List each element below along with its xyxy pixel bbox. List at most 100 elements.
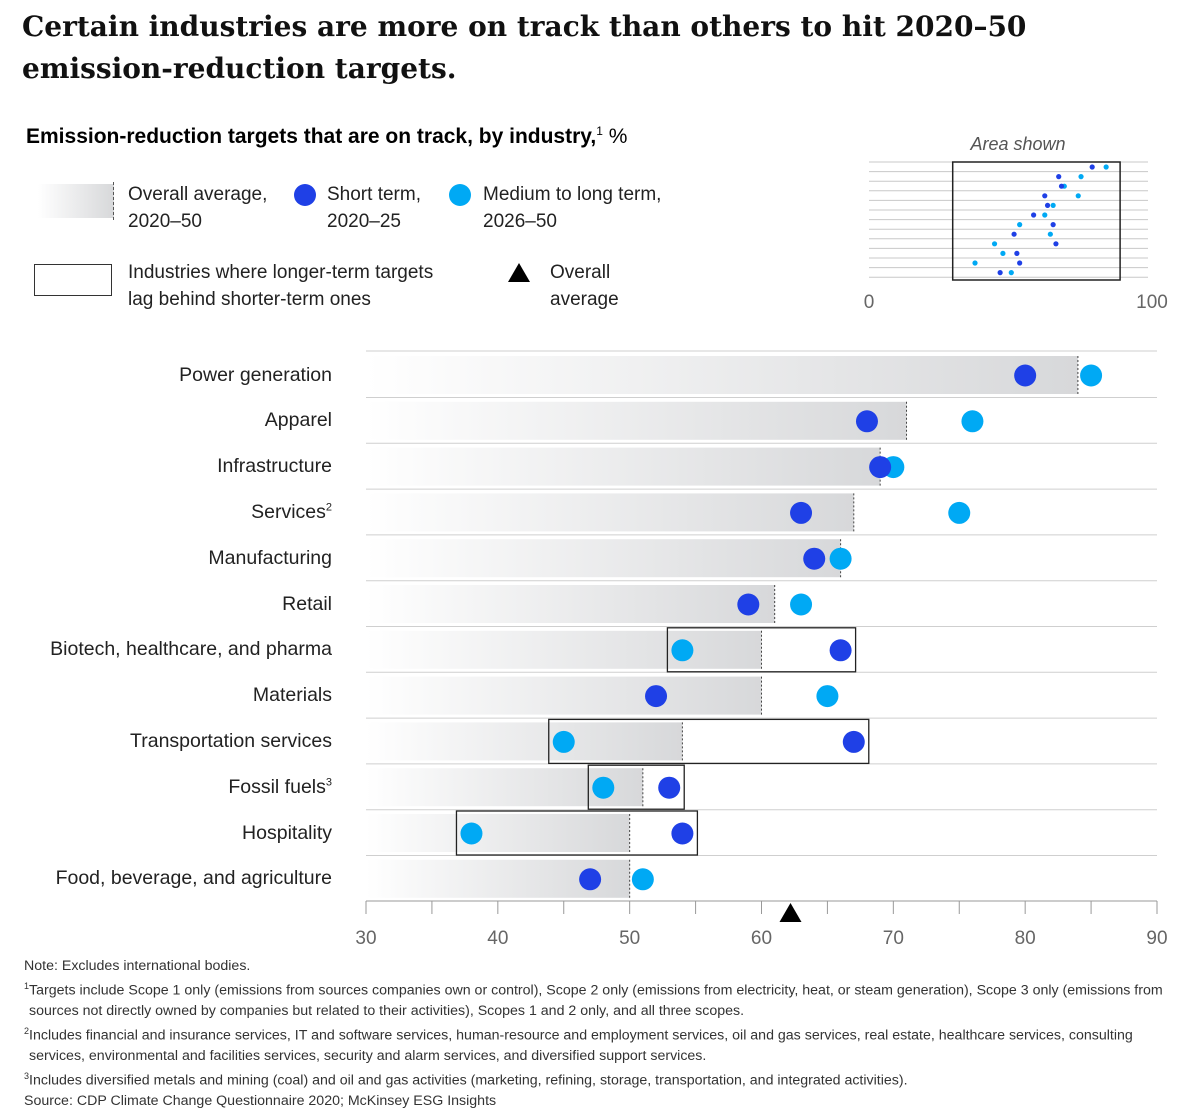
category-label: Biotech, healthcare, and pharma: [50, 638, 332, 661]
x-tick-label: 30: [355, 928, 376, 949]
footnote-1: 1Targets include Scope 1 only (emissions…: [22, 976, 1182, 1021]
legend-medium-term-dot: [449, 184, 471, 206]
legend-overall-average-line1: Overall average,: [128, 184, 268, 205]
inset-title: Area shown: [969, 134, 1065, 154]
category-label: Retail: [282, 593, 332, 616]
category-row: [366, 627, 1157, 673]
category-label: Food, beverage, and agriculture: [56, 867, 332, 890]
legend-overall-average-label: Overall average, 2020–50: [128, 181, 267, 235]
category-row: [366, 676, 1157, 719]
legend-medium-term-line1: Medium to long term,: [483, 184, 662, 205]
inset-dots: [972, 164, 1109, 276]
footnote-1-text: Targets include Scope 1 only (emissions …: [29, 982, 1163, 1020]
medium-term-dot: [961, 410, 984, 433]
legend-lag-box: [34, 264, 112, 296]
inset-short-dot: [1011, 231, 1017, 237]
inset-short-dot: [1058, 183, 1065, 189]
main-chart: 30 40 50 60 70 80 90: [355, 350, 1168, 949]
medium-term-dot: [1080, 364, 1103, 387]
category-row: [366, 585, 1157, 627]
category-row: [366, 859, 654, 898]
short-term-dot: [790, 501, 813, 524]
inset-medium-dot: [1000, 250, 1006, 256]
x-tick-label: 90: [1146, 928, 1167, 949]
inset-short-dot: [1056, 174, 1062, 180]
category-label: Power generation: [179, 364, 332, 387]
legend-overall-average-dash: [113, 182, 114, 220]
overall-average-bar: [366, 585, 775, 623]
short-term-dot: [737, 593, 760, 616]
short-term-dot: [579, 868, 602, 891]
category-label-text: Materials: [252, 684, 332, 707]
category-row: [366, 356, 1157, 398]
x-axis: 30 40 50 60 70 80 90: [355, 900, 1168, 949]
x-tick-label: 50: [619, 928, 640, 949]
inset-area-shown-chart: Area shown 0 100: [864, 134, 1168, 308]
medium-term-dot: [552, 730, 575, 753]
legend-triangle-line1: Overall: [550, 262, 611, 283]
chart-subtitle: Emission-reduction targets that are on t…: [26, 124, 627, 149]
category-label-text: Services: [251, 500, 326, 523]
medium-term-dot: [948, 501, 971, 524]
category-label-text: Manufacturing: [208, 546, 332, 569]
lag-box: [587, 764, 685, 810]
category-label: Hospitality: [242, 822, 332, 845]
inset-medium-dot: [991, 241, 998, 247]
subtitle-footnote-mark: 1: [596, 124, 603, 138]
inset-medium-dot: [1017, 222, 1023, 228]
medium-term-dot: [790, 593, 813, 616]
lag-box: [548, 718, 870, 765]
category-label: Infrastructure: [217, 455, 332, 478]
lag-box: [455, 810, 699, 856]
lag-box: [666, 627, 857, 673]
footnote-1-mark: 1: [24, 981, 30, 992]
overall-average-bar: [366, 676, 762, 715]
category-label-footnote: 2: [325, 501, 332, 514]
legend-medium-term-label: Medium to long term, 2026–50: [483, 181, 661, 235]
inset-medium-dot: [972, 260, 978, 266]
chart-notes: Note: Excludes international bodies. 1Ta…: [22, 956, 1182, 1112]
legend-lag-label: Industries where longer-term targets lag…: [128, 259, 433, 313]
overall-average-bar: [366, 401, 907, 440]
chart-headline: Certain industries are more on track tha…: [22, 10, 1027, 85]
category-row: [366, 764, 1157, 811]
category-label-footnote: 3: [325, 776, 332, 789]
category-label-text: Infrastructure: [217, 455, 332, 478]
overall-average-bar: [366, 356, 1078, 394]
medium-term-dot: [631, 868, 654, 891]
category-label-text: Food, beverage, and agriculture: [55, 867, 332, 890]
overall-average-bar: [366, 447, 881, 486]
legend-medium-term-line2: 2026–50: [483, 211, 557, 232]
inset-short-dot: [997, 270, 1003, 276]
note-text: Note: Excludes international bodies.: [24, 958, 251, 974]
x-tick-label: 80: [1015, 928, 1036, 949]
inset-short-dot: [1031, 212, 1037, 218]
category-row: [366, 810, 1157, 856]
footnote-3-text: Includes diversified metals and mining (…: [29, 1073, 908, 1090]
legend-short-term-line1: Short term,: [327, 184, 421, 205]
source-text: Source: CDP Climate Change Questionnaire…: [24, 1093, 497, 1110]
category-row: [366, 401, 1157, 444]
x-tick-label: 40: [487, 928, 508, 949]
legend-short-term-line2: 2020–25: [327, 211, 401, 232]
medium-term-dot: [460, 822, 483, 845]
overall-average-bar: [366, 814, 630, 852]
short-term-dot: [855, 410, 878, 433]
legend-triangle-line2: average: [550, 289, 619, 310]
inset-short-dot: [1014, 250, 1020, 256]
category-label: Manufacturing: [208, 547, 332, 570]
category-row: [366, 493, 1157, 536]
legend-overall-average-triangle: [508, 263, 530, 282]
inset-short-dot: [1017, 260, 1023, 266]
legend-triangle-label: Overall average: [550, 259, 619, 313]
category-label: Materials: [253, 684, 332, 707]
category-label-text: Apparel: [264, 409, 332, 432]
subtitle-unit: %: [602, 125, 628, 148]
footnote-2-mark: 2: [24, 1026, 30, 1037]
short-term-dot: [869, 456, 892, 479]
legend-lag-line1: Industries where longer-term targets: [128, 262, 434, 283]
medium-term-dot: [829, 547, 852, 570]
medium-term-dot: [816, 685, 839, 708]
category-label-text: Hospitality: [242, 821, 332, 844]
chart-rows: [366, 350, 1157, 898]
